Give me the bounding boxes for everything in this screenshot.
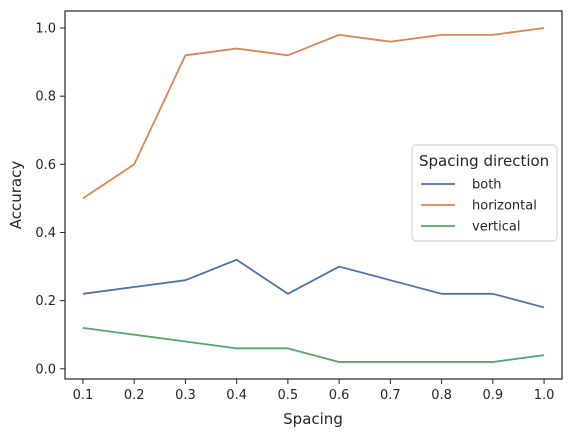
x-tick-label: 0.2 (124, 388, 145, 403)
series-line-horizontal (82, 27, 545, 200)
legend: Spacing direction both horizontal vertical (411, 144, 558, 242)
legend-entries: both horizontal vertical (421, 178, 537, 235)
legend-label-both: both (472, 178, 502, 193)
x-tick-label: 0.4 (226, 388, 247, 403)
ticks-layer: 0.1 0.2 0.3 0.4 0.5 0.6 0.7 0.8 0.9 1.0 0.0 0.2 0.4 0… (35, 22, 554, 403)
y-tick-label: 0.6 (35, 158, 56, 173)
series-line-vertical (82, 326, 545, 363)
y-axis-label: Accuracy (7, 161, 25, 230)
x-tick-label: 0.8 (431, 388, 452, 403)
x-tick-label: 1.0 (534, 388, 555, 403)
y-tick-label: 0.0 (35, 362, 56, 377)
y-tick-label: 0.8 (35, 90, 56, 105)
legend-box (411, 144, 558, 242)
plot-frame (64, 10, 563, 380)
series-line-both (82, 258, 545, 309)
x-tick-label: 0.3 (175, 388, 196, 403)
x-tick-label: 0.5 (278, 388, 299, 403)
y-tick-label: 0.2 (35, 294, 56, 309)
legend-title: Spacing direction (419, 152, 549, 170)
y-tick-label: 1.0 (35, 22, 56, 37)
x-tick-label: 0.1 (73, 388, 94, 403)
legend-label-vertical: vertical (472, 220, 520, 235)
x-tick-label: 0.6 (329, 388, 350, 403)
x-tick-label: 0.9 (482, 388, 503, 403)
series-layer (82, 27, 545, 363)
y-tick-label: 0.4 (35, 226, 56, 241)
x-tick-label: 0.7 (380, 388, 401, 403)
x-axis-label: Spacing (283, 410, 343, 428)
legend-label-horizontal: horizontal (472, 199, 537, 214)
